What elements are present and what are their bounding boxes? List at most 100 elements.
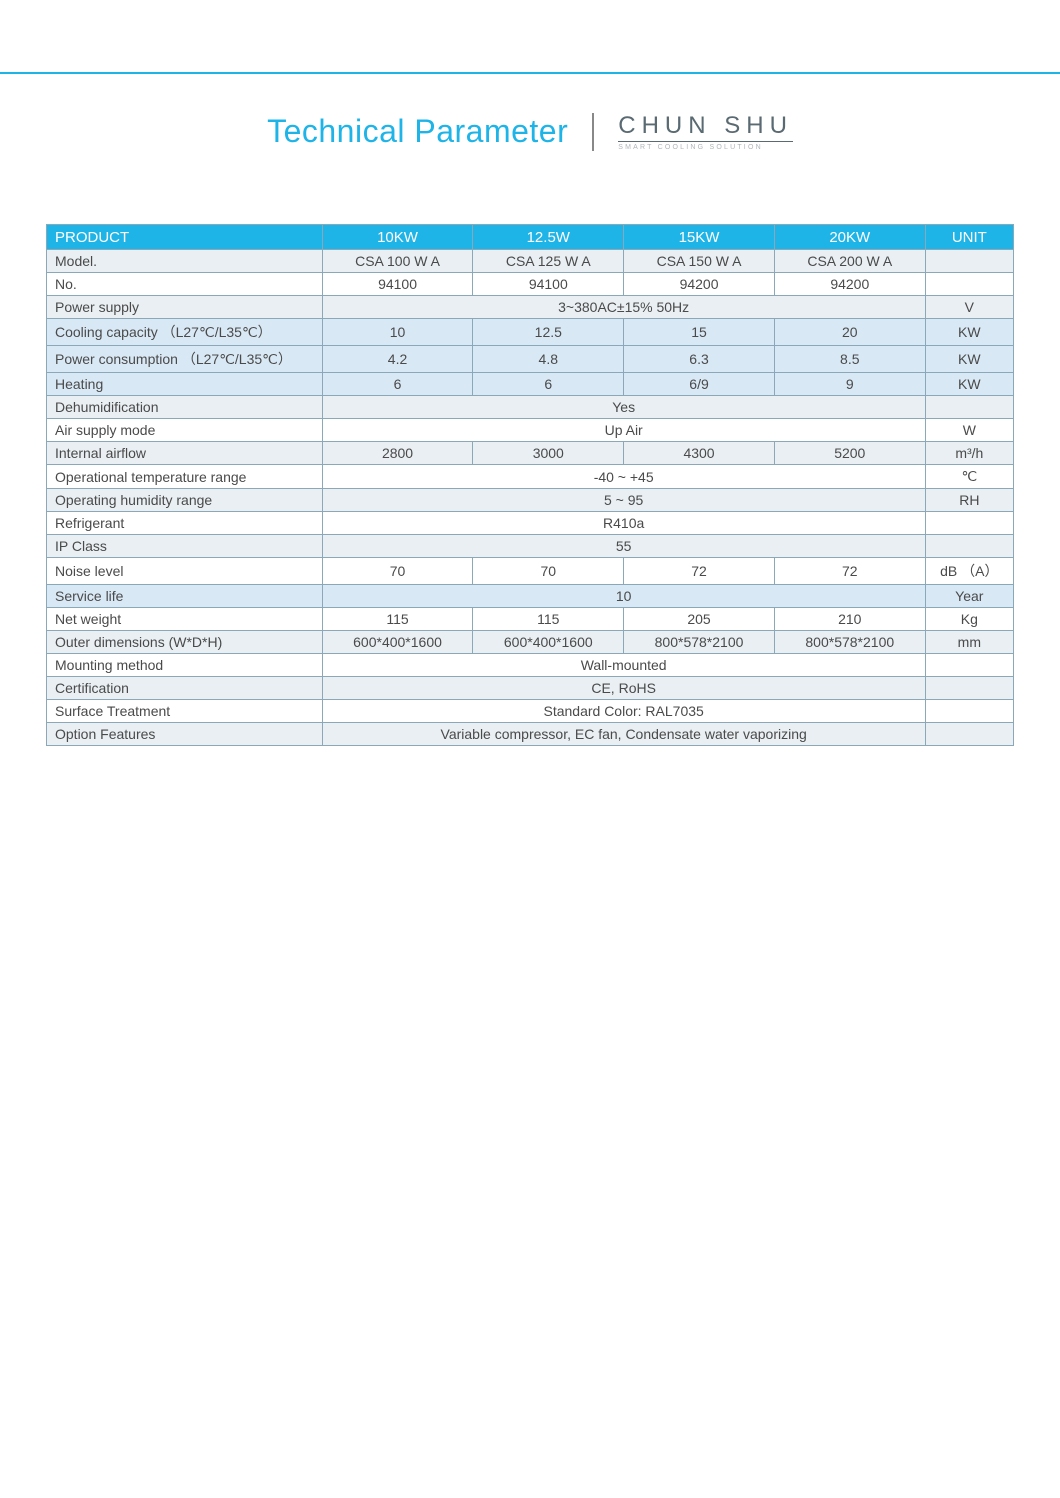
row-value-2: 4300 [624,442,775,465]
row-unit: Year [925,585,1013,608]
row-unit: KW [925,319,1013,346]
top-rule [0,72,1060,74]
title-divider [592,113,594,151]
row-value-2: 72 [624,558,775,585]
page-title: Technical Parameter [267,113,568,150]
row-unit [925,273,1013,296]
row-value-span: CE, RoHS [322,677,925,700]
row-label: Operating humidity range [47,489,323,512]
row-value-2: CSA 150 W A [624,250,775,273]
table-row: Internal airflow2800300043005200m³/h [47,442,1014,465]
row-unit: Kg [925,608,1013,631]
row-value-1: 4.8 [473,346,624,373]
brand-tagline: SMART COOLING SOLUTION [618,144,793,151]
table-row: Service life10Year [47,585,1014,608]
table-row: Outer dimensions (W*D*H)600*400*1600600*… [47,631,1014,654]
row-value-3: 9 [774,373,925,396]
row-value-0: CSA 100 W A [322,250,473,273]
row-unit: dB （A） [925,558,1013,585]
row-value-2: 205 [624,608,775,631]
row-value-0: 600*400*1600 [322,631,473,654]
table-row: Net weight115115205210Kg [47,608,1014,631]
row-label: Option Features [47,723,323,746]
header-col-0: 10KW [322,225,473,250]
table-row: DehumidificationYes [47,396,1014,419]
row-unit: KW [925,346,1013,373]
table-row: Cooling capacity （L27℃/L35℃）1012.51520KW [47,319,1014,346]
row-value-1: 115 [473,608,624,631]
row-unit [925,654,1013,677]
row-label: Model. [47,250,323,273]
row-value-3: 5200 [774,442,925,465]
row-label: Heating [47,373,323,396]
row-label: Power supply [47,296,323,319]
row-value-0: 4.2 [322,346,473,373]
row-unit: ℃ [925,465,1013,489]
table-row: Surface TreatmentStandard Color: RAL7035 [47,700,1014,723]
row-label: Surface Treatment [47,700,323,723]
row-value-0: 6 [322,373,473,396]
header-col-2: 15KW [624,225,775,250]
table-header-row: PRODUCT10KW12.5W15KW20KWUNIT [47,225,1014,250]
row-unit [925,512,1013,535]
row-value-span: Wall-mounted [322,654,925,677]
spec-table: PRODUCT10KW12.5W15KW20KWUNITModel.CSA 10… [46,224,1014,746]
row-value-1: 94100 [473,273,624,296]
row-unit [925,700,1013,723]
row-value-span: Variable compressor, EC fan, Condensate … [322,723,925,746]
row-value-span: Standard Color: RAL7035 [322,700,925,723]
header-col-1: 12.5W [473,225,624,250]
header-product: PRODUCT [47,225,323,250]
table-row: No.94100941009420094200 [47,273,1014,296]
row-label: Refrigerant [47,512,323,535]
row-unit: mm [925,631,1013,654]
row-label: Cooling capacity （L27℃/L35℃） [47,319,323,346]
table-row: Noise level70707272dB （A） [47,558,1014,585]
row-value-0: 94100 [322,273,473,296]
table-row: Mounting methodWall-mounted [47,654,1014,677]
row-label: Net weight [47,608,323,631]
row-label: IP Class [47,535,323,558]
row-value-1: 70 [473,558,624,585]
row-value-3: 94200 [774,273,925,296]
row-value-span: 5 ~ 95 [322,489,925,512]
table-row: Operating humidity range5 ~ 95RH [47,489,1014,512]
row-label: Internal airflow [47,442,323,465]
table-row: Power consumption （L27℃/L35℃）4.24.86.38.… [47,346,1014,373]
brand-block: CHUN SHU SMART COOLING SOLUTION [618,112,793,151]
row-label: Power consumption （L27℃/L35℃） [47,346,323,373]
row-unit: W [925,419,1013,442]
table-row: Heating666/99KW [47,373,1014,396]
table-row: Option FeaturesVariable compressor, EC f… [47,723,1014,746]
header-col-3: 20KW [774,225,925,250]
table-row: Model.CSA 100 W ACSA 125 W ACSA 150 W AC… [47,250,1014,273]
row-value-span: R410a [322,512,925,535]
table-row: Operational temperature range-40 ~ +45℃ [47,465,1014,489]
row-unit [925,250,1013,273]
row-value-span: 55 [322,535,925,558]
row-value-span: 10 [322,585,925,608]
row-value-2: 15 [624,319,775,346]
row-label: No. [47,273,323,296]
row-value-0: 115 [322,608,473,631]
row-unit: RH [925,489,1013,512]
row-value-1: 6 [473,373,624,396]
row-value-3: 8.5 [774,346,925,373]
row-label: Outer dimensions (W*D*H) [47,631,323,654]
brand-name: CHUN SHU [618,112,793,142]
row-value-3: 20 [774,319,925,346]
header-area: Technical Parameter CHUN SHU SMART COOLI… [0,112,1060,151]
row-label: Mounting method [47,654,323,677]
row-value-1: 12.5 [473,319,624,346]
row-value-3: 72 [774,558,925,585]
row-value-3: CSA 200 W A [774,250,925,273]
row-label: Air supply mode [47,419,323,442]
row-value-2: 6/9 [624,373,775,396]
row-label: Certification [47,677,323,700]
row-value-1: 600*400*1600 [473,631,624,654]
row-value-1: CSA 125 W A [473,250,624,273]
table-row: RefrigerantR410a [47,512,1014,535]
table-row: Power supply3~380AC±15% 50HzV [47,296,1014,319]
row-value-2: 6.3 [624,346,775,373]
row-unit: KW [925,373,1013,396]
